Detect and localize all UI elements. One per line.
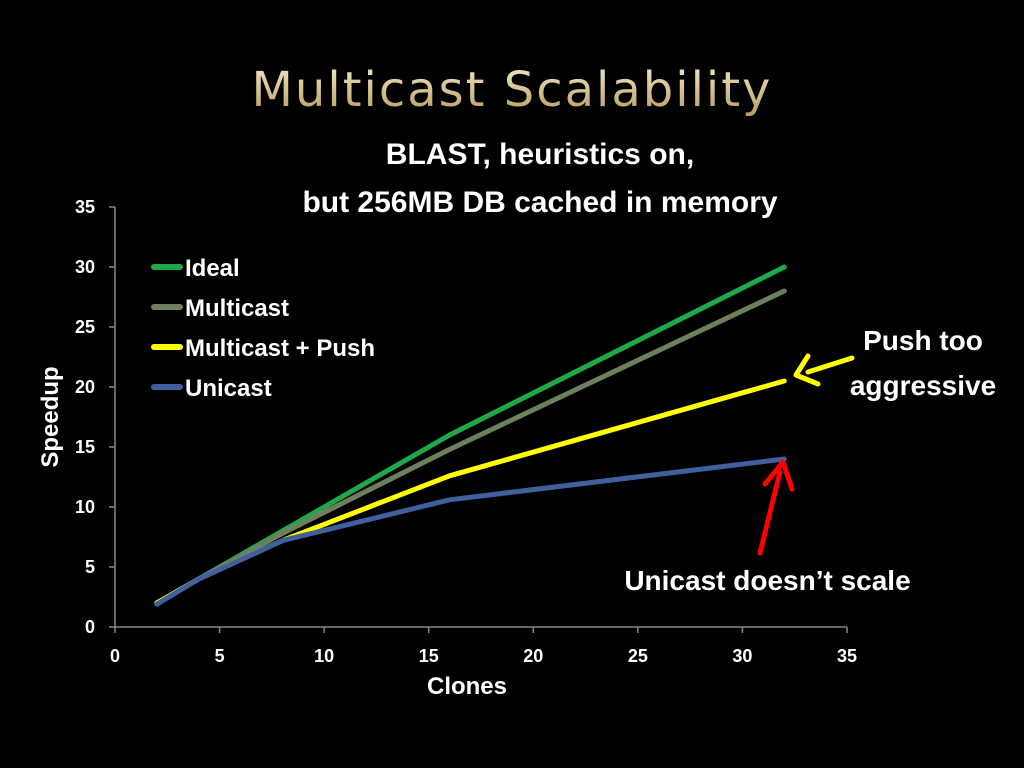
legend-label: Multicast [185, 295, 289, 322]
series-line-unicast [154, 456, 787, 607]
legend-label: Ideal [185, 255, 240, 282]
x-tick-label: 10 [314, 646, 334, 666]
legend-label: Unicast [185, 375, 272, 402]
y-tick: 0 [85, 617, 115, 637]
x-tick-label: 20 [523, 646, 543, 666]
x-tick-label: 0 [110, 646, 120, 666]
legend-item: Multicast [151, 295, 289, 322]
x-tick-label: 5 [215, 646, 225, 666]
legend: Ideal Multicast Multicast + Push Unicast [151, 255, 375, 402]
push-arrow-head [793, 353, 821, 387]
chart-axes: 0 5 10 15 20 25 30 35 0 5 10 15 20 25 30 35 [75, 197, 857, 666]
x-tick: 20 [523, 627, 543, 666]
x-tick: 0 [110, 627, 120, 666]
legend-label: Multicast + Push [185, 335, 375, 362]
y-tick-label: 15 [75, 437, 95, 457]
x-axis-label: Clones [427, 673, 507, 700]
legend-item: Unicast [151, 375, 272, 402]
x-tick-label: 15 [419, 646, 439, 666]
annotation-arrows [757, 353, 855, 556]
x-tick: 5 [215, 627, 225, 666]
legend-item: Multicast + Push [151, 335, 375, 362]
x-tick-label: 25 [628, 646, 648, 666]
y-tick-label: 25 [75, 317, 95, 337]
y-tick: 20 [75, 377, 115, 397]
x-tick-label: 35 [837, 646, 857, 666]
chart-subtitle-line2: but 256MB DB cached in memory [302, 186, 778, 219]
unicast-arrow-head [762, 459, 795, 492]
y-axis-label: Speedup [37, 366, 64, 467]
x-tick: 30 [732, 627, 752, 666]
x-tick: 15 [419, 627, 439, 666]
push-annotation-line1: Push too [863, 325, 983, 356]
y-tick-label: 10 [75, 497, 95, 517]
x-tick: 35 [837, 627, 857, 666]
push-annotation-line2: aggressive [849, 370, 997, 401]
y-tick-label: 35 [75, 197, 95, 217]
legend-item: Ideal [151, 255, 240, 282]
y-tick: 30 [75, 257, 115, 277]
push-arrow-shaft [805, 355, 855, 375]
y-tick-label: 5 [85, 557, 95, 577]
unicast-annotation: Unicast doesn’t scale [624, 565, 911, 596]
y-tick: 15 [75, 437, 115, 457]
x-tick: 10 [314, 627, 334, 666]
slide-title: Multicast Scalability [0, 62, 1024, 118]
series-layer [154, 264, 787, 607]
chart-subtitle-line1: BLAST, heuristics on, [385, 138, 695, 171]
y-tick: 10 [75, 497, 115, 517]
x-tick: 25 [628, 627, 648, 666]
y-tick: 5 [85, 557, 115, 577]
y-tick-label: 0 [85, 617, 95, 637]
y-tick: 25 [75, 317, 115, 337]
y-tick: 35 [75, 197, 115, 217]
y-tick-label: 30 [75, 257, 95, 277]
x-tick-label: 30 [732, 646, 752, 666]
unicast-arrow-shaft [757, 469, 783, 556]
y-tick-label: 20 [75, 377, 95, 397]
